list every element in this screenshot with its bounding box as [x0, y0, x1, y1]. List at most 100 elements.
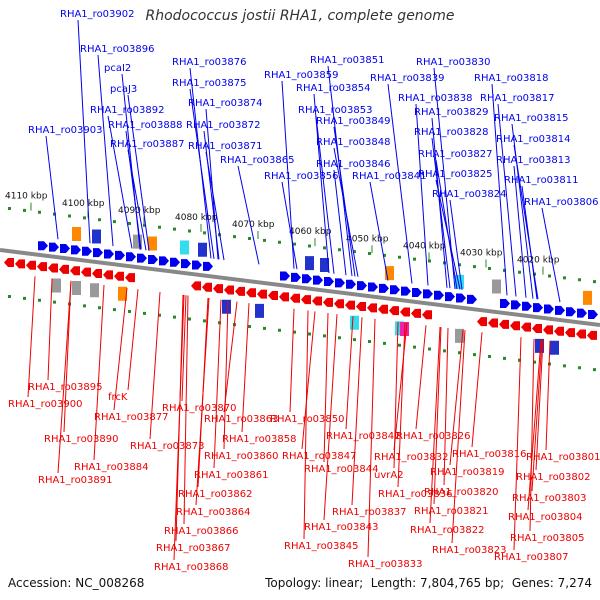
reverse-gene-label: RHA1_ro03860: [204, 451, 279, 462]
forward-gene-arrow: [434, 290, 444, 300]
reverse-leader-line: [351, 317, 363, 506]
scale-tick-upper: [413, 257, 416, 261]
reverse-gene-arrow: [235, 286, 245, 296]
forward-gene-arrow: [511, 300, 521, 310]
scale-tick-lower: [518, 358, 521, 362]
reverse-leader-line: [471, 332, 483, 448]
cog-block-reverse: [535, 338, 544, 353]
forward-gene-label: RHA1_ro03859: [264, 70, 339, 81]
scale-tick-lower: [38, 298, 41, 302]
reverse-leader-line: [149, 291, 161, 440]
forward-gene-label: RHA1_ro03856: [264, 171, 339, 182]
forward-gene-label: RHA1_ro03902: [60, 9, 135, 20]
length-label: Length:: [370, 576, 417, 590]
scale-tick-upper: [23, 208, 26, 212]
scale-tick-upper: [203, 231, 206, 235]
reverse-gene-label: uvrA2: [374, 470, 404, 481]
forward-gene-label: RHA1_ro03815: [494, 113, 569, 124]
cog-block-reverse: [395, 321, 404, 336]
reverse-gene-arrow: [257, 289, 267, 299]
genes-label: Genes:: [511, 576, 554, 590]
reverse-leader-line: [527, 339, 542, 511]
reverse-gene-arrow: [576, 329, 586, 339]
reverse-gene-arrow: [81, 267, 91, 277]
forward-gene-label: RHA1_ro03892: [90, 105, 165, 116]
forward-leader-line: [333, 169, 347, 276]
forward-gene-label: RHA1_ro03824: [432, 189, 507, 200]
forward-gene-label: RHA1_ro03876: [172, 57, 247, 68]
forward-leader-line: [107, 115, 133, 249]
scale-tick-upper: [323, 246, 326, 250]
reverse-gene-arrow: [246, 288, 256, 298]
forward-gene-label: RHA1_ro03849: [316, 116, 391, 127]
reverse-gene-label: RHA1_ro03850: [270, 414, 345, 425]
forward-gene-arrow: [159, 256, 169, 266]
reverse-gene-label: RHA1_ro03805: [510, 533, 585, 544]
scale-tick-lower: [443, 349, 446, 353]
forward-gene-label: RHA1_ro03825: [418, 169, 493, 180]
scale-tick-lower: [578, 366, 581, 370]
reverse-gene-arrow: [565, 328, 575, 338]
forward-gene-arrow: [379, 283, 389, 293]
cog-block-reverse: [255, 303, 264, 318]
reverse-gene-label: RHA1_ro03884: [74, 462, 149, 473]
cog-block-reverse: [455, 328, 464, 343]
reverse-gene-label: RHA1_ro03804: [508, 512, 583, 523]
reverse-leader-line: [181, 295, 187, 402]
scale-tick-lower: [428, 347, 431, 351]
reverse-leader-line: [289, 308, 295, 413]
reverse-gene-label: RHA1_ro03858: [222, 434, 297, 445]
reverse-gene-label: RHA1_ro03890: [44, 434, 119, 445]
reverse-gene-label: RHA1_ro03819: [430, 467, 505, 478]
forward-leader-line: [449, 199, 463, 290]
reverse-gene-label: RHA1_ro03844: [304, 464, 379, 475]
scale-tick-label: 4040 kbp: [403, 241, 446, 251]
scale-tick-lower: [353, 338, 356, 342]
scale-tick-lower: [143, 311, 146, 315]
reverse-leader-line: [223, 301, 238, 413]
reverse-gene-arrow: [422, 310, 432, 320]
forward-gene-label: RHA1_ro03828: [414, 127, 489, 138]
scale-tick-upper: [548, 274, 551, 278]
forward-leader-line: [435, 179, 461, 290]
forward-gene-arrow: [71, 245, 81, 255]
reverse-leader-line: [213, 299, 222, 469]
forward-gene-label: RHA1_ro03813: [496, 155, 571, 166]
scale-tick-upper: [308, 244, 311, 248]
reverse-gene-arrow: [15, 259, 25, 269]
reverse-leader-line: [545, 340, 551, 451]
reverse-gene-label: RHA1_ro03801: [526, 452, 600, 463]
forward-gene-arrow: [192, 260, 202, 270]
reverse-gene-arrow: [59, 264, 69, 274]
scale-tick-upper: [248, 237, 251, 240]
cog-block-forward: [133, 234, 142, 249]
scale-tick-label: 4070 kbp: [232, 220, 275, 230]
forward-gene-arrow: [522, 301, 532, 311]
forward-gene-label: RHA1_ro03818: [474, 73, 549, 84]
reverse-gene-label: RHA1_ro03864: [176, 507, 251, 518]
forward-gene-arrow: [467, 294, 477, 304]
cog-block-reverse: [52, 278, 61, 293]
forward-gene-arrow: [38, 241, 48, 251]
reverse-leader-line: [323, 314, 338, 521]
forward-gene-label: RHA1_ro03839: [370, 73, 445, 84]
reverse-gene-arrow: [389, 306, 399, 316]
scale-tick-lower: [8, 295, 11, 298]
reverse-gene-label: RHA1_ro03842: [326, 431, 401, 442]
reverse-gene-arrow: [312, 296, 322, 306]
forward-leader-line: [189, 88, 215, 259]
cog-block-forward: [583, 290, 592, 305]
scale-tick-upper: [53, 212, 56, 216]
forward-gene-arrow: [203, 261, 213, 271]
forward-gene-arrow: [456, 293, 466, 303]
genome-stats: Topology: linear; Length: 7,804,765 bp; …: [265, 576, 592, 590]
reverse-gene-arrow: [301, 295, 311, 305]
reverse-gene-label: RHA1_ro03832: [374, 452, 449, 463]
scale-tick-lower: [323, 334, 326, 338]
reverse-gene-label: RHA1_ro03867: [156, 543, 231, 554]
forward-gene-label: RHA1_ro03817: [480, 93, 555, 104]
forward-leader-line: [415, 103, 429, 286]
scale-tick-label: 4100 kbp: [62, 199, 105, 209]
forward-gene-label: RHA1_ro03871: [188, 141, 263, 152]
scale-tick-lower: [338, 336, 341, 340]
